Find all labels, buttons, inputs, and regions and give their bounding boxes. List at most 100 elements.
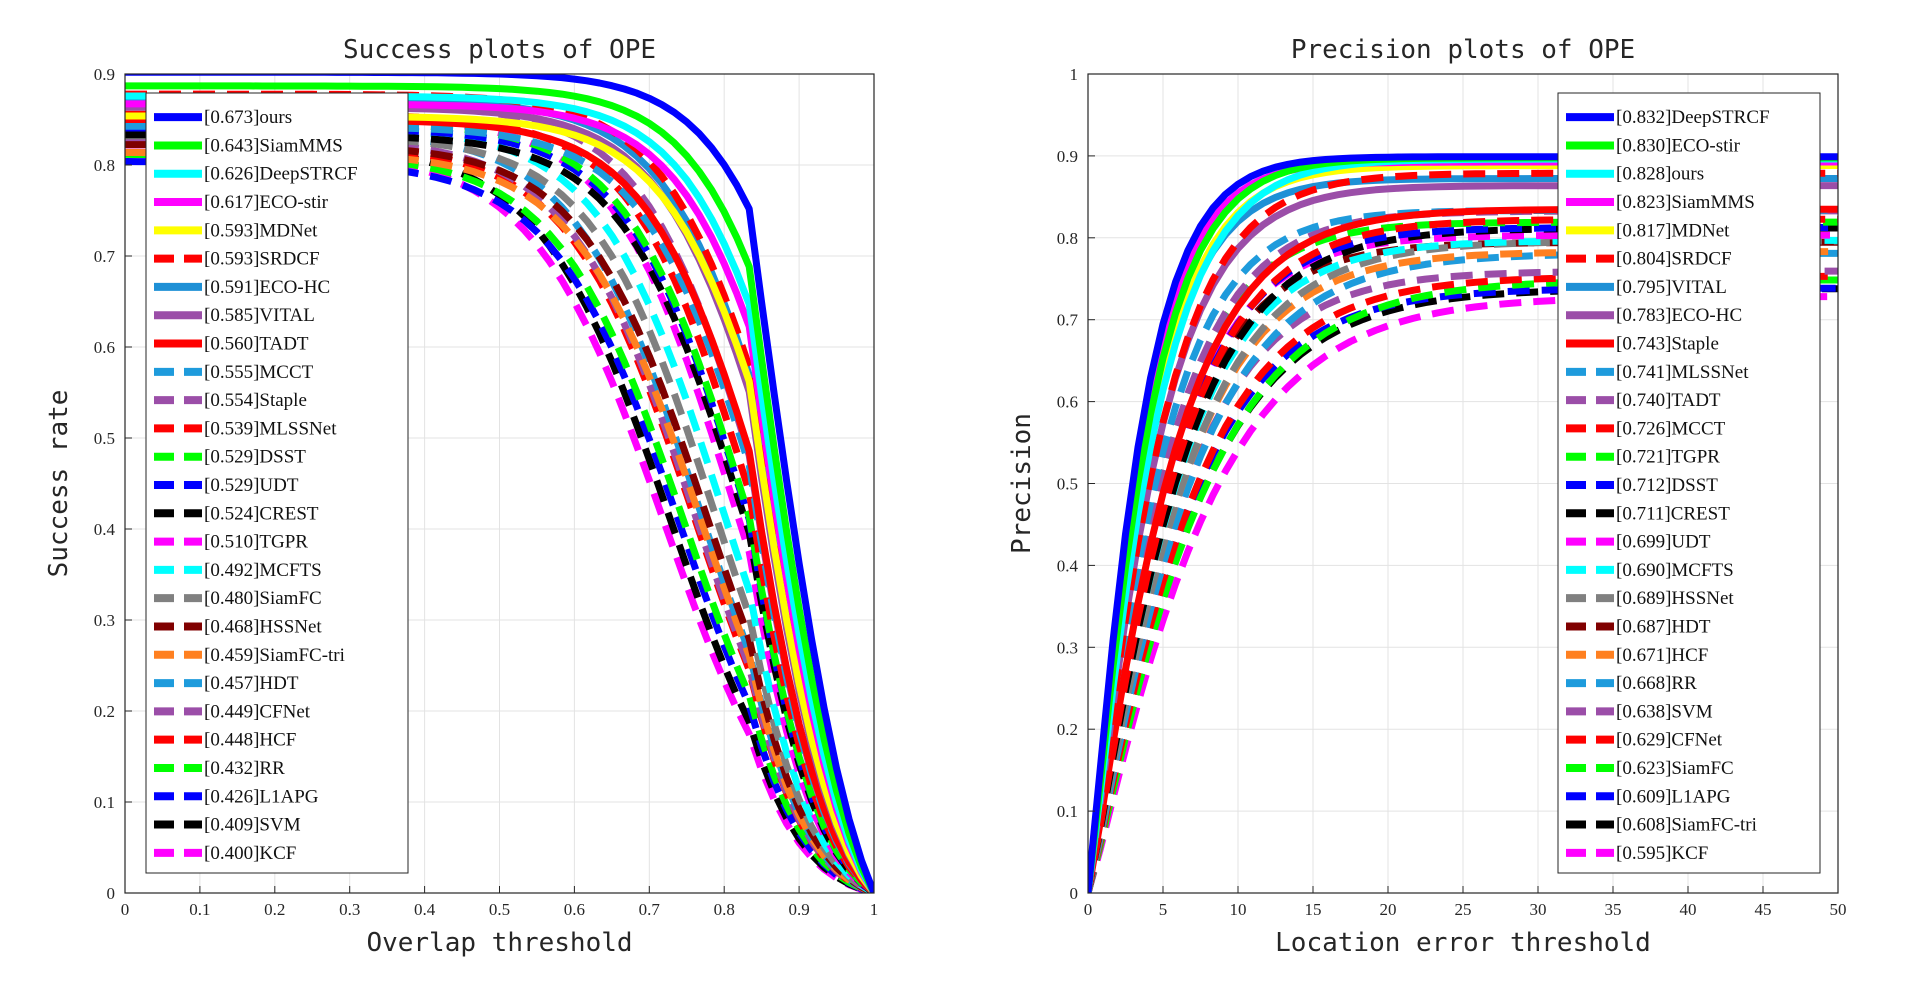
legend-entry: [0.591]ECO-HC <box>204 277 330 298</box>
x-tick-label: 1 <box>870 900 879 919</box>
chart-title: Precision plots of OPE <box>1291 35 1635 65</box>
x-tick-label: 0.4 <box>414 900 436 919</box>
y-tick-label: 0.5 <box>1057 475 1078 494</box>
legend-entry: [0.629]CFNet <box>1616 730 1723 751</box>
series-line <box>1088 285 1838 893</box>
series-line <box>125 148 874 893</box>
x-tick-label: 15 <box>1305 900 1322 919</box>
x-tick-label: 45 <box>1755 900 1772 919</box>
x-tick-label: 0.8 <box>714 900 735 919</box>
x-tick-label: 50 <box>1830 900 1847 919</box>
y-tick-label: 0.6 <box>1057 393 1078 412</box>
legend-entry: [0.449]CFNet <box>204 701 311 722</box>
y-tick-label: 0.1 <box>1057 802 1078 821</box>
x-tick-label: 0.1 <box>189 900 210 919</box>
legend-entry: [0.668]RR <box>1616 673 1697 694</box>
y-axis-label: Success rate <box>44 390 74 578</box>
legend-entry: [0.671]HCF <box>1616 645 1708 666</box>
legend-entry: [0.593]MDNet <box>204 220 318 241</box>
x-tick-label: 0.5 <box>489 900 510 919</box>
chart-title: Success plots of OPE <box>343 35 656 65</box>
legend-entry: [0.832]DeepSTRCF <box>1616 107 1770 128</box>
y-tick-label: 0.4 <box>1057 556 1079 575</box>
legend-entry: [0.457]HDT <box>204 673 299 694</box>
x-axis-label: Location error threshold <box>1275 928 1651 958</box>
legend-entry: [0.638]SVM <box>1616 701 1713 722</box>
legend-entry: [0.830]ECO-stir <box>1616 135 1741 156</box>
legend-entry: [0.823]SiamMMS <box>1616 192 1755 213</box>
y-tick-label: 1 <box>1070 65 1079 84</box>
legend-entry: [0.699]UDT <box>1616 532 1711 553</box>
precision-plot: Precision plots of OPE Location error th… <box>1007 35 1847 958</box>
legend-entry: [0.409]SVM <box>204 815 301 836</box>
legend-entry: [0.804]SRDCF <box>1616 249 1732 270</box>
legend-entry: [0.492]MCFTS <box>204 560 322 581</box>
series-line <box>125 74 874 893</box>
y-tick-label: 0.9 <box>94 65 115 84</box>
x-tick-label: 10 <box>1230 900 1247 919</box>
y-axis-label: Precision <box>1007 413 1037 554</box>
legend-entry: [0.626]DeepSTRCF <box>204 164 358 185</box>
y-tick-label: 0.5 <box>94 429 115 448</box>
legend-entry: [0.400]KCF <box>204 843 296 864</box>
legend-entry: [0.690]MCFTS <box>1616 560 1734 581</box>
legend-entry: [0.510]TGPR <box>204 532 308 553</box>
x-tick-label: 40 <box>1680 900 1697 919</box>
series-line <box>125 132 874 893</box>
legend-entry: [0.480]SiamFC <box>204 588 322 609</box>
legend: [0.673]ours [0.643]SiamMMS [0.626]DeepSTRC… <box>145 92 409 874</box>
x-tick-label: 0 <box>121 900 130 919</box>
legend-entry: [0.741]MLSSNet <box>1616 362 1749 383</box>
legend-entry: [0.643]SiamMMS <box>204 135 343 156</box>
legend-entry: [0.585]VITAL <box>204 305 315 326</box>
x-tick-label: 0.7 <box>639 900 661 919</box>
series-line <box>1088 218 1838 893</box>
legend-entry: [0.726]MCCT <box>1616 418 1726 439</box>
x-tick-label: 0.2 <box>264 900 285 919</box>
y-tick-label: 0 <box>1070 884 1079 903</box>
y-tick-label: 0.2 <box>1057 720 1078 739</box>
legend-entry: [0.609]L1APG <box>1616 786 1731 807</box>
legend-entry: [0.673]ours <box>204 107 292 128</box>
x-axis-label: Overlap threshold <box>366 928 632 958</box>
x-tick-label: 0.9 <box>788 900 809 919</box>
legend-entry: [0.783]ECO-HC <box>1616 305 1742 326</box>
y-tick-label: 0.4 <box>94 520 116 539</box>
y-tick-label: 0.1 <box>94 793 115 812</box>
legend-entry: [0.617]ECO-stir <box>204 192 329 213</box>
y-tick-label: 0.9 <box>1057 147 1078 166</box>
x-tick-label: 5 <box>1159 900 1168 919</box>
series-line <box>1088 276 1838 893</box>
legend-entry: [0.689]HSSNet <box>1616 588 1734 609</box>
legend-entry: [0.539]MLSSNet <box>204 418 337 439</box>
y-tick-label: 0.8 <box>1057 229 1078 248</box>
y-tick-label: 0.3 <box>94 611 115 630</box>
x-tick-label: 0.3 <box>339 900 360 919</box>
series-line <box>1088 249 1838 893</box>
legend-entry: [0.623]SiamFC <box>1616 758 1734 779</box>
x-tick-label: 25 <box>1455 900 1472 919</box>
series-line <box>125 141 874 893</box>
series-line <box>125 82 874 893</box>
legend-entry: [0.529]DSST <box>204 447 306 468</box>
x-tick-label: 0.6 <box>564 900 585 919</box>
y-tick-label: 0 <box>107 884 116 903</box>
success-plot: Success plots of OPE Overlap threshold S… <box>44 35 878 958</box>
x-tick-label: 30 <box>1530 900 1547 919</box>
legend-entry: [0.468]HSSNet <box>204 616 322 637</box>
legend-entry: [0.687]HDT <box>1616 616 1711 637</box>
legend-entry: [0.711]CREST <box>1616 503 1730 524</box>
legend-entry: [0.529]UDT <box>204 475 299 496</box>
y-tick-label: 0.7 <box>94 247 116 266</box>
series-lines <box>125 74 874 893</box>
legend-entry: [0.595]KCF <box>1616 843 1708 864</box>
legend-entry: [0.743]Staple <box>1616 334 1719 355</box>
legend-entry: [0.448]HCF <box>204 730 296 751</box>
x-tick-label: 0 <box>1084 900 1093 919</box>
y-tick-label: 0.7 <box>1057 311 1079 330</box>
x-tick-label: 20 <box>1380 900 1397 919</box>
y-tick-label: 0.3 <box>1057 638 1078 657</box>
series-line <box>125 150 874 893</box>
legend-entry: [0.795]VITAL <box>1616 277 1727 298</box>
